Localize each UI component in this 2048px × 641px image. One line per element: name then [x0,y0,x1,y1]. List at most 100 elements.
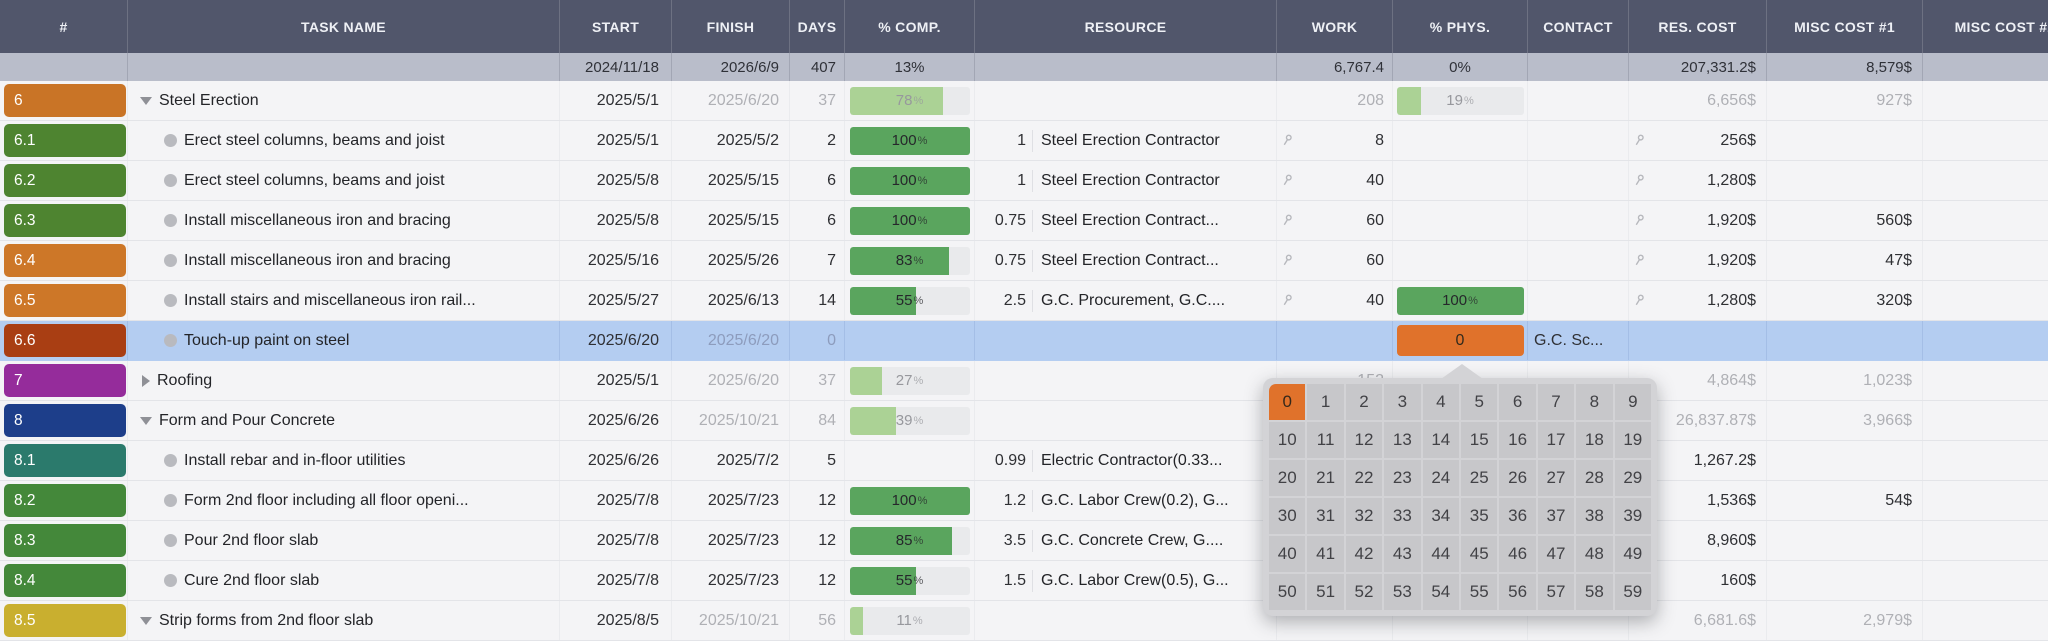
cell-start-date[interactable]: 2025/6/20 [560,321,672,360]
cell-resource[interactable]: 0.75 Steel Erection Contract... [975,241,1277,280]
cell-finish-date[interactable]: 2025/6/20 [672,81,790,120]
table-row-selected[interactable]: 6.6 Touch-up paint on steel 2025/6/20 2025/… [0,321,2048,361]
cell-work[interactable]: 60 [1277,241,1393,280]
cell-percent-complete[interactable] [845,321,975,360]
number-cell[interactable]: 37 [1537,498,1575,534]
cell-misc-cost-1[interactable]: 54$ [1767,481,1923,520]
phys-editor-cell[interactable]: 0 [1396,325,1524,356]
cell-resource[interactable]: 1.2 G.C. Labor Crew(0.2), G... [975,481,1277,520]
cell-misc-cost-1[interactable] [1767,121,1923,160]
column-header-num[interactable]: # [0,0,128,53]
cell-percent-complete[interactable]: 11% [845,601,975,640]
cell-resource[interactable] [975,361,1277,400]
table-row[interactable]: 8.1 Install rebar and in-floor utilities 2… [0,441,2048,481]
cell-contact[interactable] [1528,201,1629,240]
cell-start-date[interactable]: 2025/7/8 [560,481,672,520]
cell-task-name[interactable]: Erect steel columns, beams and joist [128,161,560,200]
cell-percent-complete[interactable]: 39% [845,401,975,440]
number-cell[interactable]: 47 [1537,536,1575,572]
cell-days[interactable]: 56 [790,601,845,640]
cell-work[interactable] [1277,321,1393,360]
number-cell[interactable]: 58 [1576,574,1613,610]
cell-days[interactable]: 2 [790,121,845,160]
cell-resource-cost[interactable]: 4,864$ [1629,361,1767,400]
cell-misc-cost-1[interactable] [1767,441,1923,480]
cell-task-id[interactable]: 8 [0,401,128,440]
number-cell[interactable]: 19 [1614,422,1651,458]
number-cell[interactable]: 28 [1576,460,1613,496]
cell-task-id[interactable]: 6 [0,81,128,120]
cell-resource[interactable] [975,401,1277,440]
number-cell[interactable]: 42 [1345,536,1383,572]
cell-task-id[interactable]: 8.2 [0,481,128,520]
cell-resource-cost[interactable]: 26,837.87$ [1629,401,1767,440]
cell-percent-physical[interactable] [1393,201,1528,240]
cell-resource[interactable]: 1.5 G.C. Labor Crew(0.5), G... [975,561,1277,600]
number-cell[interactable]: 41 [1307,536,1344,572]
number-cell[interactable]: 1 [1307,384,1344,420]
number-cell-selected[interactable]: 0 [1269,384,1306,420]
cell-task-name[interactable]: Install rebar and in-floor utilities [128,441,560,480]
cell-misc-cost-1[interactable]: 1,023$ [1767,361,1923,400]
cell-contact[interactable] [1528,241,1629,280]
cell-misc-cost-1[interactable]: 560$ [1767,201,1923,240]
cell-resource-cost[interactable]: 1,920$ [1629,241,1767,280]
cell-percent-physical[interactable] [1393,161,1528,200]
number-cell[interactable]: 44 [1422,536,1459,572]
cell-percent-complete[interactable]: 100% [845,121,975,160]
number-cell[interactable]: 35 [1461,498,1498,534]
cell-percent-physical[interactable]: 100% [1393,281,1528,320]
cell-percent-complete[interactable]: 100% [845,481,975,520]
column-header-comp[interactable]: % COMP. [845,0,975,53]
number-cell[interactable]: 56 [1499,574,1536,610]
cell-start-date[interactable]: 2025/7/8 [560,521,672,560]
cell-resource-cost[interactable]: 1,267.2$ [1629,441,1767,480]
cell-start-date[interactable]: 2025/6/26 [560,441,672,480]
expand-collapse-icon[interactable] [140,616,152,625]
cell-contact[interactable] [1528,81,1629,120]
cell-start-date[interactable]: 2025/5/1 [560,81,672,120]
column-header-contact[interactable]: CONTACT [1528,0,1629,53]
cell-days[interactable]: 12 [790,561,845,600]
number-cell[interactable]: 45 [1461,536,1498,572]
cell-resource[interactable]: 0.99 Electric Contractor(0.33... [975,441,1277,480]
number-cell[interactable]: 7 [1537,384,1575,420]
cell-resource[interactable]: 1 Steel Erection Contractor [975,121,1277,160]
cell-task-id[interactable]: 8.5 [0,601,128,640]
number-cell[interactable]: 3 [1384,384,1421,420]
number-cell[interactable]: 2 [1345,384,1383,420]
cell-percent-complete[interactable]: 55% [845,281,975,320]
cell-resource[interactable]: 2.5 G.C. Procurement, G.C.... [975,281,1277,320]
cell-work[interactable]: 40 [1277,161,1393,200]
expand-collapse-icon[interactable] [142,374,150,387]
cell-resource-cost[interactable]: 1,536$ [1629,481,1767,520]
cell-finish-date[interactable]: 2025/6/20 [672,321,790,360]
cell-misc-cost-1[interactable] [1767,161,1923,200]
cell-finish-date[interactable]: 2025/6/13 [672,281,790,320]
cell-start-date[interactable]: 2025/5/8 [560,161,672,200]
cell-misc-cost-2[interactable] [1923,441,2048,480]
table-row[interactable]: 8 Form and Pour Concrete 2025/6/26 2025/10/… [0,401,2048,441]
number-cell[interactable]: 20 [1269,460,1306,496]
cell-finish-date[interactable]: 2025/7/23 [672,481,790,520]
cell-task-name[interactable]: Form 2nd floor including all floor openi… [128,481,560,520]
cell-finish-date[interactable]: 2025/7/2 [672,441,790,480]
cell-days[interactable]: 84 [790,401,845,440]
cell-finish-date[interactable]: 2025/10/21 [672,601,790,640]
number-cell[interactable]: 53 [1384,574,1421,610]
cell-resource-cost[interactable]: 1,920$ [1629,201,1767,240]
cell-task-name[interactable]: Erect steel columns, beams and joist [128,121,560,160]
cell-task-name[interactable]: Install stairs and miscellaneous iron ra… [128,281,560,320]
cell-finish-date[interactable]: 2025/5/15 [672,161,790,200]
number-cell[interactable]: 15 [1461,422,1498,458]
cell-task-id[interactable]: 6.4 [0,241,128,280]
number-cell[interactable]: 48 [1576,536,1613,572]
cell-contact[interactable] [1528,161,1629,200]
cell-misc-cost-2[interactable] [1923,521,2048,560]
cell-misc-cost-2[interactable] [1923,121,2048,160]
cell-days[interactable]: 14 [790,281,845,320]
cell-percent-complete[interactable]: 83% [845,241,975,280]
cell-percent-physical[interactable]: 0 [1393,321,1528,360]
column-header-start[interactable]: START [560,0,672,53]
cell-misc-cost-1[interactable]: 320$ [1767,281,1923,320]
